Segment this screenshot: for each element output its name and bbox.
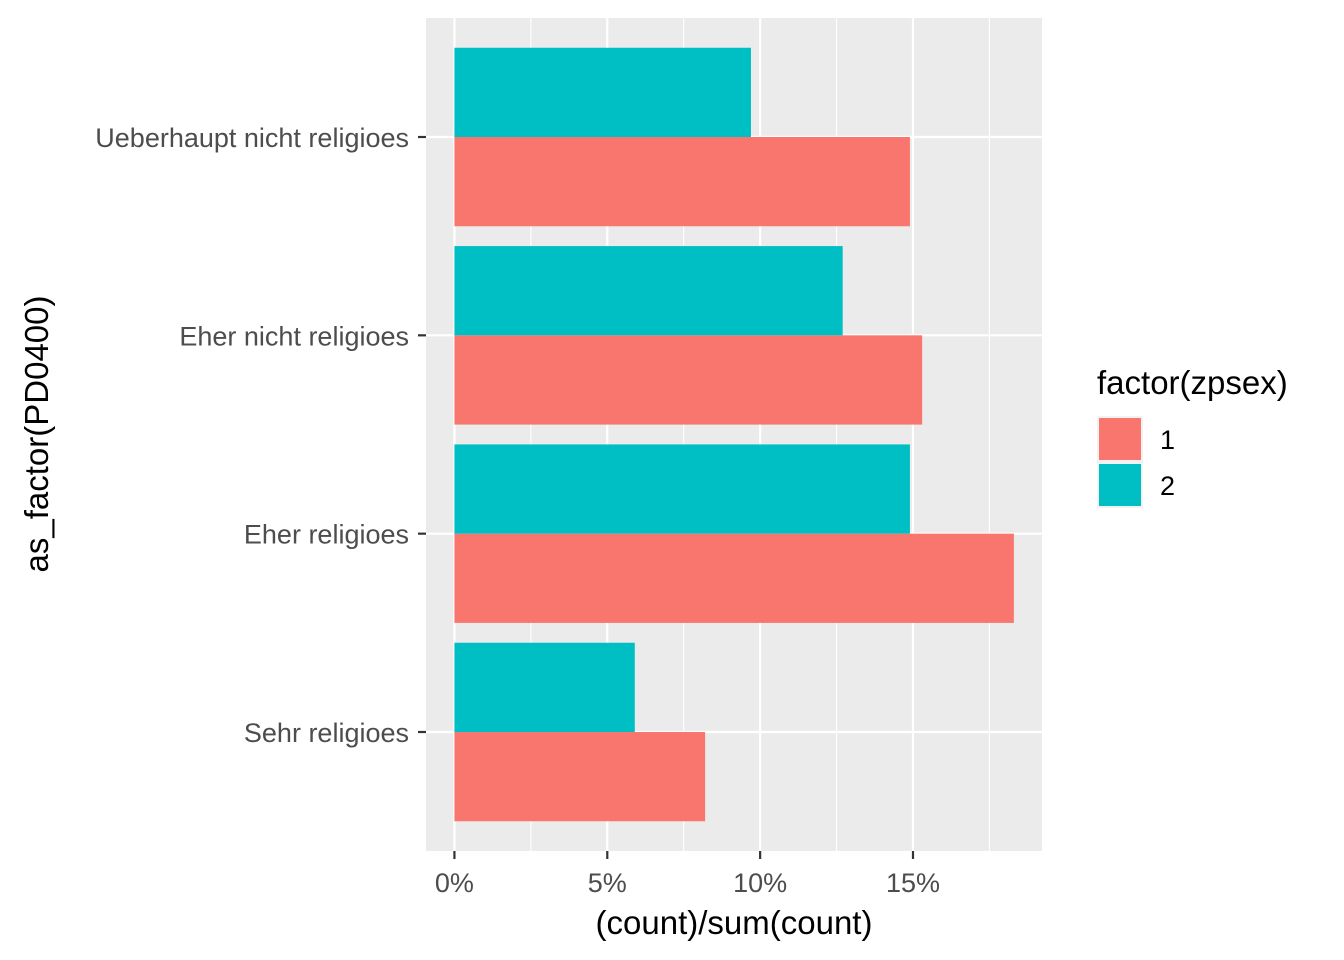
x-axis-title: (count)/sum(count) xyxy=(596,904,873,941)
y-tick-label: Eher religioes xyxy=(244,520,409,550)
bar xyxy=(454,444,910,534)
y-tick-label: Ueberhaupt nicht religioes xyxy=(95,123,409,153)
legend-title: factor(zpsex) xyxy=(1097,364,1288,401)
bar xyxy=(454,137,910,227)
legend: factor(zpsex) 1 2 xyxy=(1097,364,1288,508)
legend-key-swatch xyxy=(1099,418,1141,460)
x-tick-label: 0% xyxy=(435,868,474,898)
bar xyxy=(454,335,923,425)
y-axis-title: as_factor(PD0400) xyxy=(18,296,55,573)
x-tick-label: 5% xyxy=(588,868,627,898)
bars xyxy=(454,47,1014,822)
y-tick-label: Eher nicht religioes xyxy=(179,321,409,351)
bar xyxy=(454,533,1014,623)
x-tick-label: 10% xyxy=(733,868,787,898)
x-tick-label: 15% xyxy=(886,868,940,898)
legend-label: 1 xyxy=(1160,425,1175,455)
bar xyxy=(454,732,706,822)
legend-label: 2 xyxy=(1160,471,1175,501)
bar xyxy=(454,642,635,732)
x-axis: 0% 5% 10% 15% xyxy=(435,851,940,898)
y-tick-label: Sehr religioes xyxy=(244,718,409,748)
bar xyxy=(454,47,751,137)
y-axis: Sehr religioes Eher religioes Eher nicht r… xyxy=(95,123,426,748)
bar xyxy=(454,246,843,336)
legend-key-swatch xyxy=(1099,464,1141,506)
